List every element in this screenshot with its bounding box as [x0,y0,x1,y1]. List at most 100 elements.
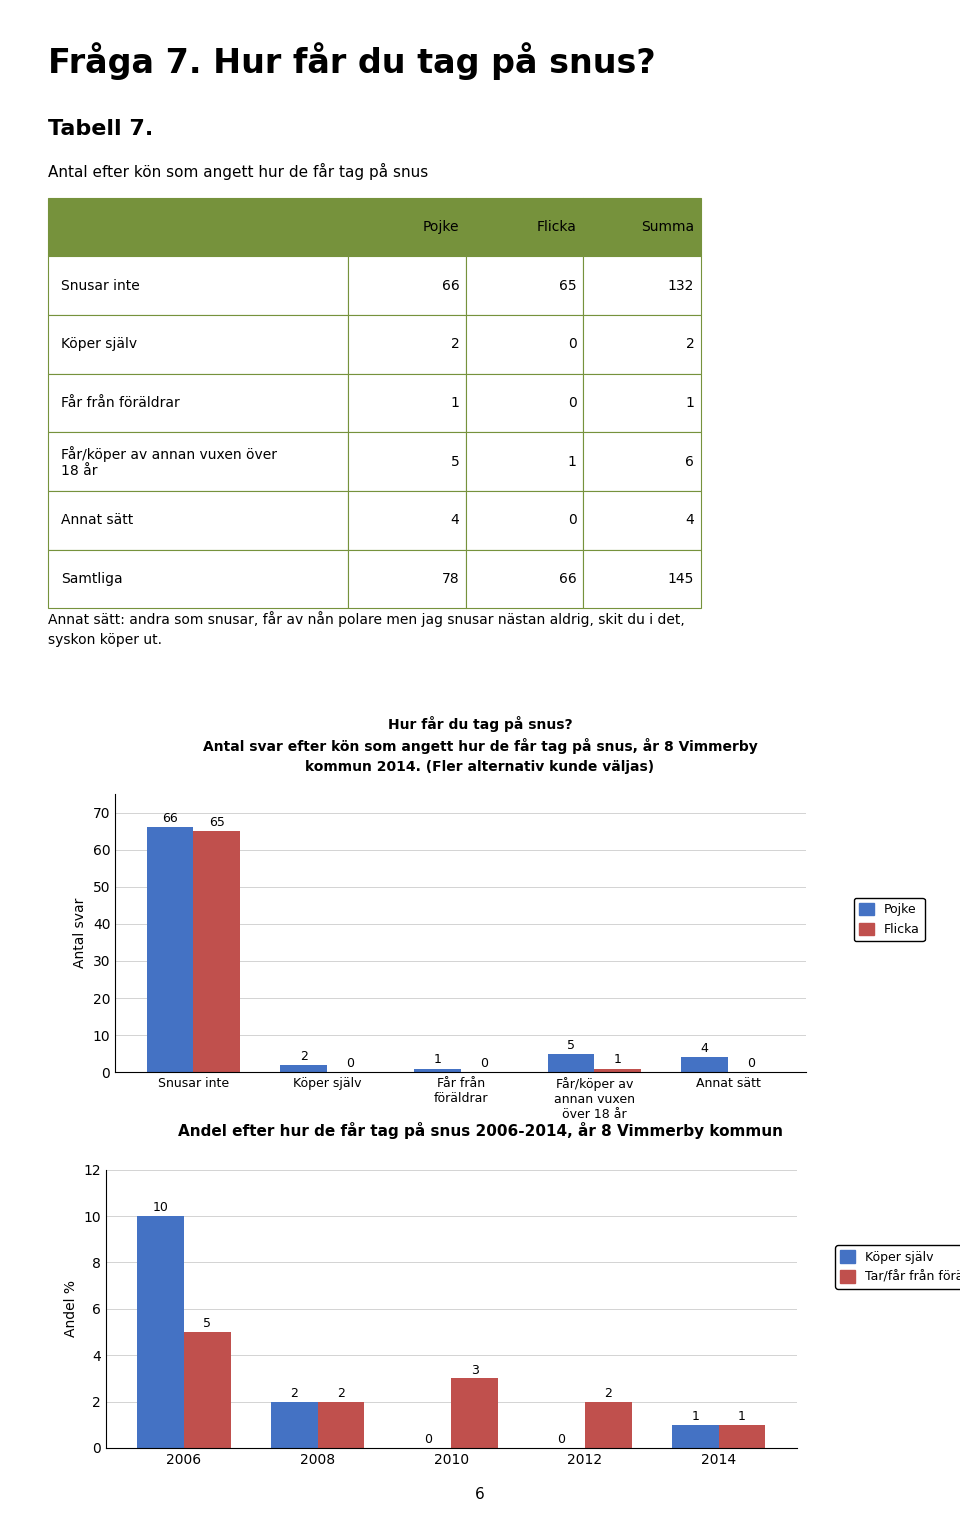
Bar [584,549,701,608]
Y-axis label: Andel %: Andel % [63,1281,78,1337]
Bar [548,1054,594,1072]
Bar [318,1402,364,1448]
Text: 0: 0 [347,1057,354,1071]
Bar [466,491,584,549]
Text: 1: 1 [434,1054,442,1066]
Legend: Köper själv, Tar/får från föräldrar: Köper själv, Tar/får från föräldrar [835,1246,960,1288]
Text: 66: 66 [559,572,577,586]
Bar [466,549,584,608]
Text: 0: 0 [568,338,577,351]
Bar [271,1402,318,1448]
Bar [584,374,701,432]
Bar [147,827,193,1072]
Bar [280,1065,327,1072]
Bar [414,1069,461,1072]
Text: 65: 65 [209,815,225,829]
Bar [466,374,584,432]
Bar [348,315,466,374]
Text: 5: 5 [450,455,459,468]
Text: 4: 4 [450,514,459,528]
Text: Pojke: Pojke [422,221,459,234]
Bar [466,198,584,257]
Text: 1: 1 [568,455,577,468]
Legend: Pojke, Flicka: Pojke, Flicka [853,897,924,941]
Bar [672,1425,719,1448]
Bar [137,1217,183,1448]
Text: 2: 2 [605,1387,612,1399]
Bar [451,1378,498,1448]
Text: Annat sätt: Annat sätt [61,514,133,528]
Bar [48,549,348,608]
Bar [48,198,348,257]
Text: 1: 1 [614,1054,622,1066]
Text: Hur får du tag på snus?
Antal svar efter kön som angett hur de får tag på snus, : Hur får du tag på snus? Antal svar efter… [203,715,757,774]
Bar [348,549,466,608]
Bar [48,374,348,432]
Bar [466,257,584,315]
Text: 3: 3 [470,1363,478,1377]
Text: 132: 132 [668,278,694,292]
Bar [348,257,466,315]
Text: Samtliga: Samtliga [61,572,123,586]
Text: 0: 0 [568,514,577,528]
Text: Snusar inte: Snusar inte [61,278,140,292]
Text: 1: 1 [738,1410,746,1424]
Text: 5: 5 [567,1039,575,1051]
Bar [584,491,701,549]
Text: Flicka: Flicka [537,221,577,234]
Text: Antal efter kön som angett hur de får tag på snus: Antal efter kön som angett hur de får ta… [48,163,428,179]
Text: 0: 0 [748,1057,756,1071]
Text: 0: 0 [568,395,577,411]
Text: 145: 145 [668,572,694,586]
Text: 0: 0 [480,1057,489,1071]
Bar [466,315,584,374]
Text: 2: 2 [290,1387,298,1399]
Text: Andel efter hur de får tag på snus 2006-2014, år 8 Vimmerby kommun: Andel efter hur de får tag på snus 2006-… [178,1121,782,1139]
Text: 66: 66 [162,812,178,824]
Text: 1: 1 [691,1410,699,1424]
Bar [584,315,701,374]
Text: 1: 1 [685,395,694,411]
Text: 2: 2 [300,1049,307,1063]
Text: 0: 0 [558,1433,565,1446]
Bar [48,491,348,549]
Text: 2: 2 [337,1387,345,1399]
Text: 65: 65 [559,278,577,292]
Text: Tabell 7.: Tabell 7. [48,119,154,140]
Text: 66: 66 [442,278,459,292]
Text: 6: 6 [475,1488,485,1501]
Bar [682,1057,729,1072]
Bar [584,257,701,315]
Bar [584,432,701,491]
Text: Summa: Summa [641,221,694,234]
Text: Köper själv: Köper själv [61,338,137,351]
Text: Får från föräldrar: Får från föräldrar [61,395,180,411]
Text: 4: 4 [701,1042,708,1056]
Bar [585,1402,632,1448]
Bar [719,1425,765,1448]
Text: Annat sätt: andra som snusar, får av nån polare men jag snusar nästan aldrig, sk: Annat sätt: andra som snusar, får av nån… [48,611,684,646]
Text: Får/köper av annan vuxen över
18 år: Får/köper av annan vuxen över 18 år [61,446,277,478]
Bar [48,315,348,374]
Text: 2: 2 [450,338,459,351]
Text: 6: 6 [685,455,694,468]
Text: 78: 78 [442,572,459,586]
Text: 10: 10 [153,1202,168,1214]
Bar [348,198,466,257]
Bar [594,1069,641,1072]
Text: 2: 2 [685,338,694,351]
Text: Fråga 7. Hur får du tag på snus?: Fråga 7. Hur får du tag på snus? [48,43,656,79]
Text: 4: 4 [685,514,694,528]
Bar [348,374,466,432]
Bar [348,491,466,549]
Bar [466,432,584,491]
Text: 0: 0 [423,1433,432,1446]
Bar [48,432,348,491]
Bar [348,432,466,491]
Y-axis label: Antal svar: Antal svar [73,897,87,969]
Text: 1: 1 [450,395,459,411]
Bar [193,830,240,1072]
Text: 5: 5 [204,1317,211,1331]
Bar [584,198,701,257]
Bar [183,1332,230,1448]
